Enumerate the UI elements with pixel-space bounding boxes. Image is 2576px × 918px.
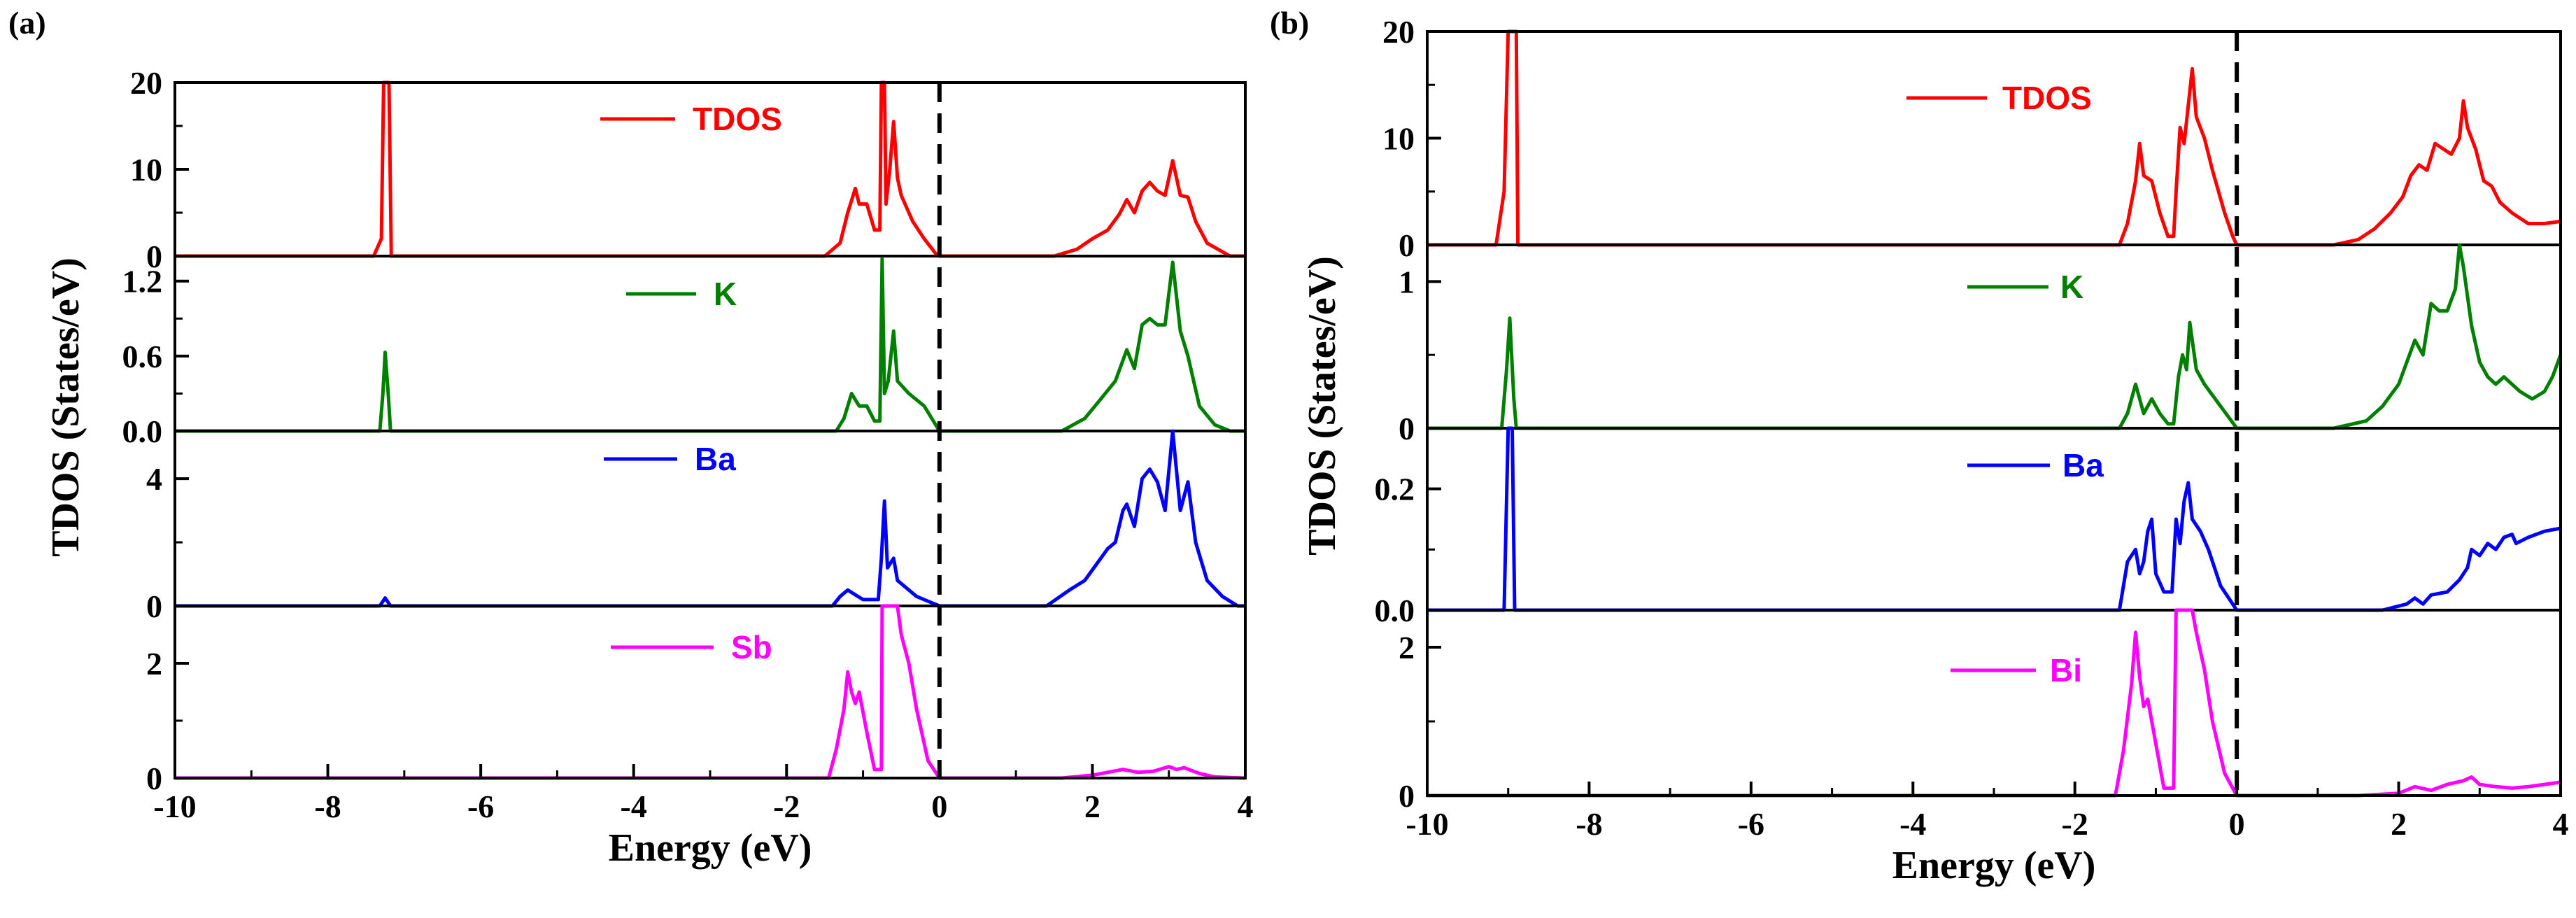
y-axis-title: TDOS (States/eV) (44, 257, 87, 557)
legend-label: Ba (2062, 447, 2104, 483)
y-tick-label: 0 (1399, 778, 1415, 814)
y-tick-label: 2 (146, 646, 162, 682)
subplot-ba: 0 4 Ba (146, 429, 1245, 624)
y-tick-label: 1.2 (122, 264, 163, 299)
x-axis-title: Energy (eV) (1892, 844, 2096, 887)
legend-label: TDOS (2002, 80, 2092, 116)
x-tick-label: -6 (1738, 806, 1764, 842)
y-tick-label: 20 (130, 65, 162, 101)
x-tick-label: -8 (1576, 806, 1602, 842)
subplot-k: 0 1 K (1399, 243, 2563, 446)
subplot-tdos: 0 10 20 TDOS (130, 65, 1245, 274)
legend-label: TDOS (693, 101, 782, 137)
legend-label: Bi (2050, 652, 2082, 688)
subplot-bi: 0 2 Bi (1399, 608, 2561, 814)
y-tick-label: 0 (1399, 411, 1415, 446)
plot-frame (1426, 30, 2562, 797)
y-tick-label: 1 (1399, 264, 1415, 299)
x-tick-label: -10 (153, 789, 196, 824)
y-tick-label: 4 (146, 461, 162, 497)
subplot-sb: 0 2 Sb (146, 604, 1246, 796)
y-axis-title: TDOS (States/eV) (1301, 256, 1344, 556)
legend-label: Sb (731, 629, 772, 665)
x-tick-label: -2 (2062, 806, 2088, 842)
y-tick-label: 10 (130, 152, 162, 188)
dos-curve-ba (1427, 426, 2561, 612)
subplot-ba: 0.0 0.2 Ba (1375, 426, 2561, 628)
subplot-tdos: 0 10 20 TDOS (1382, 14, 2561, 263)
x-tick-label: -4 (621, 789, 647, 824)
x-tick-label: -10 (1406, 806, 1448, 842)
dos-curve-sb (175, 604, 1246, 780)
dos-curve-ba (175, 429, 1245, 608)
y-tick-label: 10 (1382, 121, 1415, 157)
x-tick-label: 2 (2391, 806, 2407, 842)
y-tick-label: 2 (1399, 630, 1415, 665)
x-tick-label: -2 (773, 789, 800, 824)
x-tick-label: -6 (467, 789, 494, 824)
subplot-k: 0.0 0.6 1.2 K (122, 257, 1245, 449)
legend-label: Ba (695, 441, 736, 477)
x-tick-label: 0 (2229, 806, 2245, 842)
y-tick-label: 0 (146, 761, 162, 796)
x-tick-label: 2 (1084, 789, 1101, 824)
dos-curve-k (175, 257, 1245, 433)
y-tick-label: 20 (1382, 14, 1415, 50)
y-tick-label: 0.6 (122, 339, 163, 374)
y-tick-label: 0.2 (1375, 472, 1415, 507)
x-tick-label: 4 (1238, 789, 1254, 824)
x-axis-title: Energy (eV) (609, 826, 812, 870)
y-tick-label: 0.0 (122, 414, 163, 449)
y-tick-label: 0.0 (1375, 593, 1415, 628)
x-tick-label: 0 (931, 789, 947, 824)
y-tick-label: 0 (146, 239, 162, 274)
dos-curve-k (1427, 243, 2563, 430)
y-tick-label: 0 (1399, 227, 1415, 263)
x-tick-label: -8 (314, 789, 341, 824)
y-tick-label: 0 (146, 588, 162, 624)
panel-label: (b) (1270, 5, 1309, 41)
legend-label: K (2060, 269, 2083, 305)
x-tick-label: 4 (2553, 806, 2569, 842)
dos-curve-tdos (1427, 29, 2561, 247)
dos-curve-tdos (175, 80, 1245, 258)
legend-label: K (714, 276, 737, 312)
x-tick-label: -4 (1899, 806, 1926, 842)
panel-label: (a) (8, 5, 46, 41)
dos-curve-bi (1427, 608, 2561, 798)
